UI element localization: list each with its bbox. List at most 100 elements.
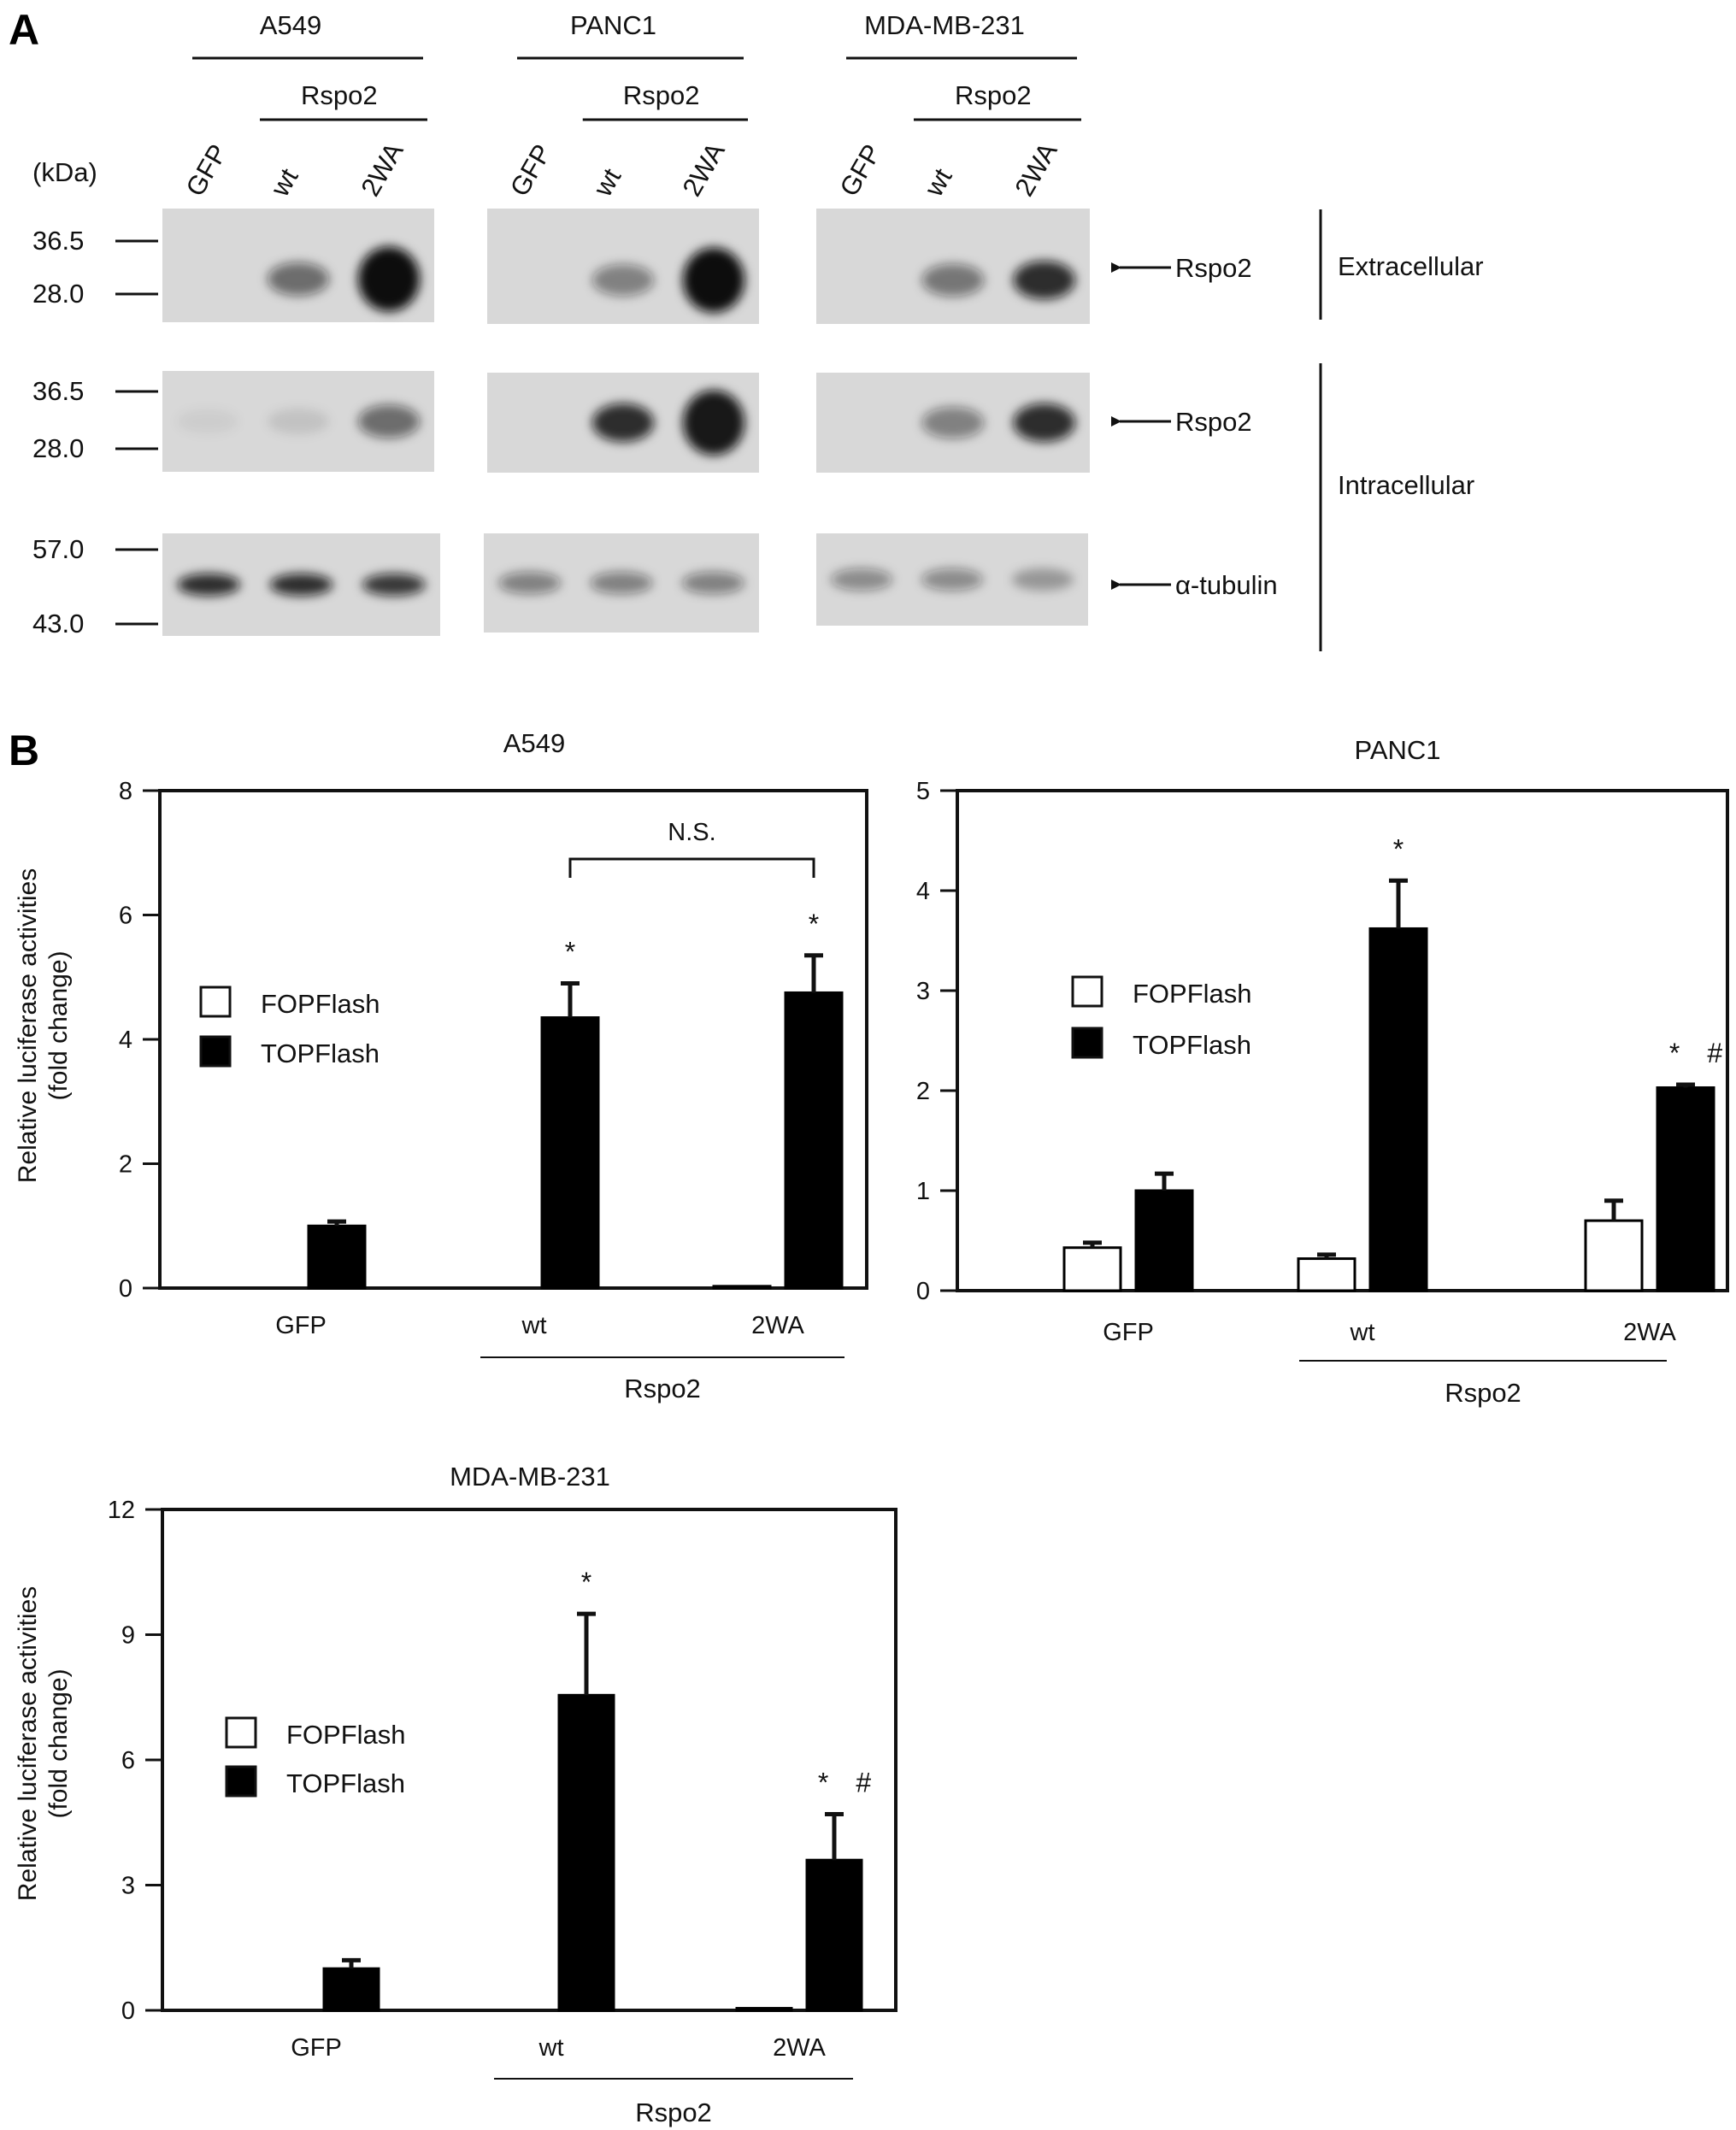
blot-band [357, 404, 421, 438]
rspo2-group-label: Rspo2 [1445, 1378, 1521, 1408]
x-category-label: wt [521, 1312, 547, 1339]
bar-topflash [1134, 1189, 1194, 1292]
panel-a-western-blots: A549 Rspo2 GFP wt 2WA PANC1 Rspo2 GFP wt 2WA MDA-M… [32, 10, 1484, 651]
bar-fopflash [735, 2007, 793, 2012]
fraction-label-extracellular: Extracellular [1338, 251, 1484, 281]
y-tick-label: 5 [916, 778, 930, 805]
rspo2-group-label: Rspo2 [301, 80, 378, 110]
mw-marker-label: 28.0 [32, 433, 84, 463]
lane-label-gfp: GFP [504, 139, 557, 202]
fraction-label-intracellular: Intracellular [1338, 470, 1474, 500]
bar-topflash [805, 1858, 863, 2012]
y-axis-title-line: Relative luciferase activities [14, 1586, 42, 1901]
y-tick-label: 0 [119, 1275, 132, 1303]
legend-swatch-fopflash [225, 1716, 257, 1749]
x-category-label: 2WA [1623, 1319, 1676, 1346]
bar-topflash [1368, 927, 1428, 1292]
plot-frame [161, 1508, 897, 2012]
blot-band [357, 246, 421, 312]
blot-band [269, 574, 333, 596]
significance-mark: * [565, 937, 575, 968]
blot-band [177, 574, 240, 596]
panel-a-letter: A [9, 6, 39, 54]
bar-topflash [1656, 1086, 1715, 1292]
lane-label-gfp: GFP [834, 139, 887, 202]
legend-label: TOPFlash [286, 1768, 405, 1798]
ns-label: N.S. [668, 819, 715, 846]
ns-bracket [568, 857, 815, 878]
blot-band [267, 262, 330, 296]
rspo2-group-label: Rspo2 [635, 2098, 712, 2127]
x-category-label: GFP [1103, 1319, 1154, 1346]
x-category-label: wt [538, 2034, 564, 2062]
bar-topflash [540, 1016, 600, 1290]
legend-label: TOPFlash [261, 1039, 380, 1068]
y-tick-label: 3 [916, 978, 930, 1005]
bar-topflash [307, 1224, 367, 1290]
bar-fopflash [712, 1285, 772, 1290]
legend-swatch-topflash [225, 1765, 257, 1798]
y-tick-label: 2 [119, 1151, 132, 1179]
y-tick-label: 6 [121, 1747, 135, 1774]
y-tick-label: 9 [121, 1622, 135, 1650]
significance-mark: * [581, 1567, 591, 1598]
blot-band [681, 572, 744, 594]
chart-mda-mb-231: MDA-MB-231 0 3 6 9 12 Relative luciferase acti… [14, 1462, 897, 2127]
bar-fopflash [1297, 1257, 1356, 1292]
blot-band [591, 264, 655, 297]
blot-band [591, 403, 655, 442]
legend-label: TOPFlash [1133, 1030, 1251, 1060]
rspo2-group-label: Rspo2 [955, 80, 1032, 110]
x-category-label: 2WA [773, 2034, 826, 2062]
bar-fopflash [1584, 1219, 1644, 1292]
chart-title: PANC1 [1354, 735, 1440, 765]
y-axis-title-line: Relative luciferase activities [14, 868, 42, 1183]
x-category-label: wt [1350, 1319, 1375, 1346]
chart-title: MDA-MB-231 [450, 1462, 610, 1492]
kda-label: (kDa) [32, 157, 97, 187]
significance-mark: * # [1669, 1038, 1722, 1068]
lane-label-2wa: 2WA [676, 138, 730, 202]
chart-title: A549 [503, 728, 565, 758]
cell-line-label: PANC1 [570, 10, 656, 40]
y-tick-label: 12 [108, 1497, 135, 1524]
y-axis-title-line: (fold change) [44, 950, 73, 1100]
blot-band [498, 572, 562, 594]
blot-target-label: Rspo2 [1175, 253, 1252, 283]
blot-band [267, 409, 330, 434]
lane-label-gfp: GFP [180, 139, 233, 202]
blot-target-label: α-tubulin [1175, 570, 1278, 600]
rspo2-group-label: Rspo2 [624, 1374, 701, 1403]
lane-label-2wa: 2WA [1009, 138, 1062, 202]
legend-swatch-topflash [199, 1035, 232, 1068]
y-axis-title-line: (fold change) [44, 1668, 73, 1818]
lane-label-2wa: 2WA [355, 138, 409, 202]
legend-label: FOPFlash [261, 989, 380, 1019]
y-tick-label: 0 [916, 1278, 930, 1305]
y-tick-label: 4 [916, 878, 930, 905]
blot-band [921, 407, 985, 438]
lane-label-wt: wt [264, 163, 304, 203]
legend-swatch-fopflash [199, 986, 232, 1018]
bar-fopflash [1062, 1246, 1122, 1292]
y-axis-title: Relative luciferase activities (fold chan… [14, 868, 73, 1183]
mw-marker-label: 28.0 [32, 279, 84, 309]
mw-marker-label: 57.0 [32, 534, 84, 564]
y-tick-label: 2 [916, 1078, 930, 1105]
blot-band [1013, 261, 1075, 300]
significance-mark: * [809, 909, 819, 939]
legend-swatch-fopflash [1071, 975, 1103, 1008]
y-tick-label: 0 [121, 1998, 135, 2025]
cell-line-label: A549 [260, 10, 321, 40]
blot-band [682, 390, 745, 456]
legend-swatch-topflash [1071, 1027, 1103, 1059]
y-tick-label: 3 [121, 1873, 135, 1900]
panel-b-letter: B [9, 727, 39, 774]
bar-topflash [557, 1693, 615, 2012]
y-axis-title: Relative luciferase activities (fold chan… [14, 1586, 73, 1901]
blot-band [921, 263, 985, 297]
bar-topflash [322, 1967, 380, 2012]
blot-band [682, 247, 745, 313]
legend-label: FOPFlash [1133, 979, 1252, 1009]
